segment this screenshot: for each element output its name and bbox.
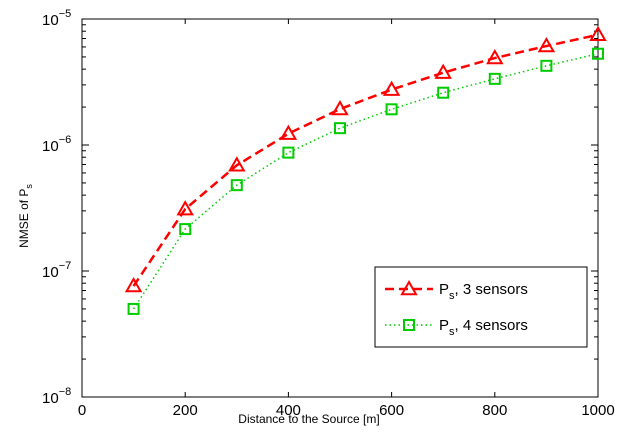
data-point <box>230 179 243 192</box>
data-point <box>127 302 140 315</box>
legend-box <box>374 266 588 348</box>
legend: Ps, 3 sensors Ps, 4 sensors <box>374 266 588 348</box>
x-tick-label: 800 <box>482 402 507 419</box>
legend-marker <box>400 279 418 296</box>
y-tick-label: 10−7 <box>42 260 71 281</box>
data-point <box>592 47 604 60</box>
series-2 <box>127 47 604 315</box>
y-axis-label: NMSE of Ps <box>17 184 34 248</box>
data-point <box>537 37 556 53</box>
legend-marker <box>403 319 415 331</box>
axes: 0 200 400 600 800 1000 10−8 10−7 10−6 10−5 <box>42 8 615 419</box>
legend-entry-label: Ps, 4 sensors <box>439 317 528 338</box>
data-point <box>382 80 401 96</box>
data-point <box>124 277 143 293</box>
series-line <box>132 33 599 287</box>
y-tick-label: 10−6 <box>42 134 71 155</box>
x-tick-label: 200 <box>173 402 198 419</box>
y-tick-label: 10−8 <box>42 386 71 407</box>
data-point <box>434 63 452 79</box>
series-1 <box>124 25 607 293</box>
x-tick-label: 1000 <box>581 402 614 419</box>
data-point <box>334 122 346 135</box>
data-point <box>331 100 349 116</box>
data-point <box>385 103 398 116</box>
data-point <box>437 86 450 99</box>
data-point <box>282 146 295 159</box>
data-point <box>540 59 553 72</box>
data-point <box>228 156 246 172</box>
x-tick-label: 400 <box>276 402 301 419</box>
data-point <box>486 49 504 65</box>
y-tick-label: 10−5 <box>42 8 71 29</box>
x-tick-label: 600 <box>379 402 404 419</box>
x-tick-label: 0 <box>78 402 86 419</box>
data-point <box>488 72 501 85</box>
legend-entry-label: Ps, 3 sensors <box>439 281 528 302</box>
plot-frame <box>81 18 599 398</box>
data-point <box>179 223 192 236</box>
data-point <box>279 124 298 140</box>
x-axis-label: Distance to the Source [m] <box>238 412 379 426</box>
data-point <box>589 25 607 41</box>
series-layer <box>124 25 607 315</box>
data-point <box>176 200 194 216</box>
